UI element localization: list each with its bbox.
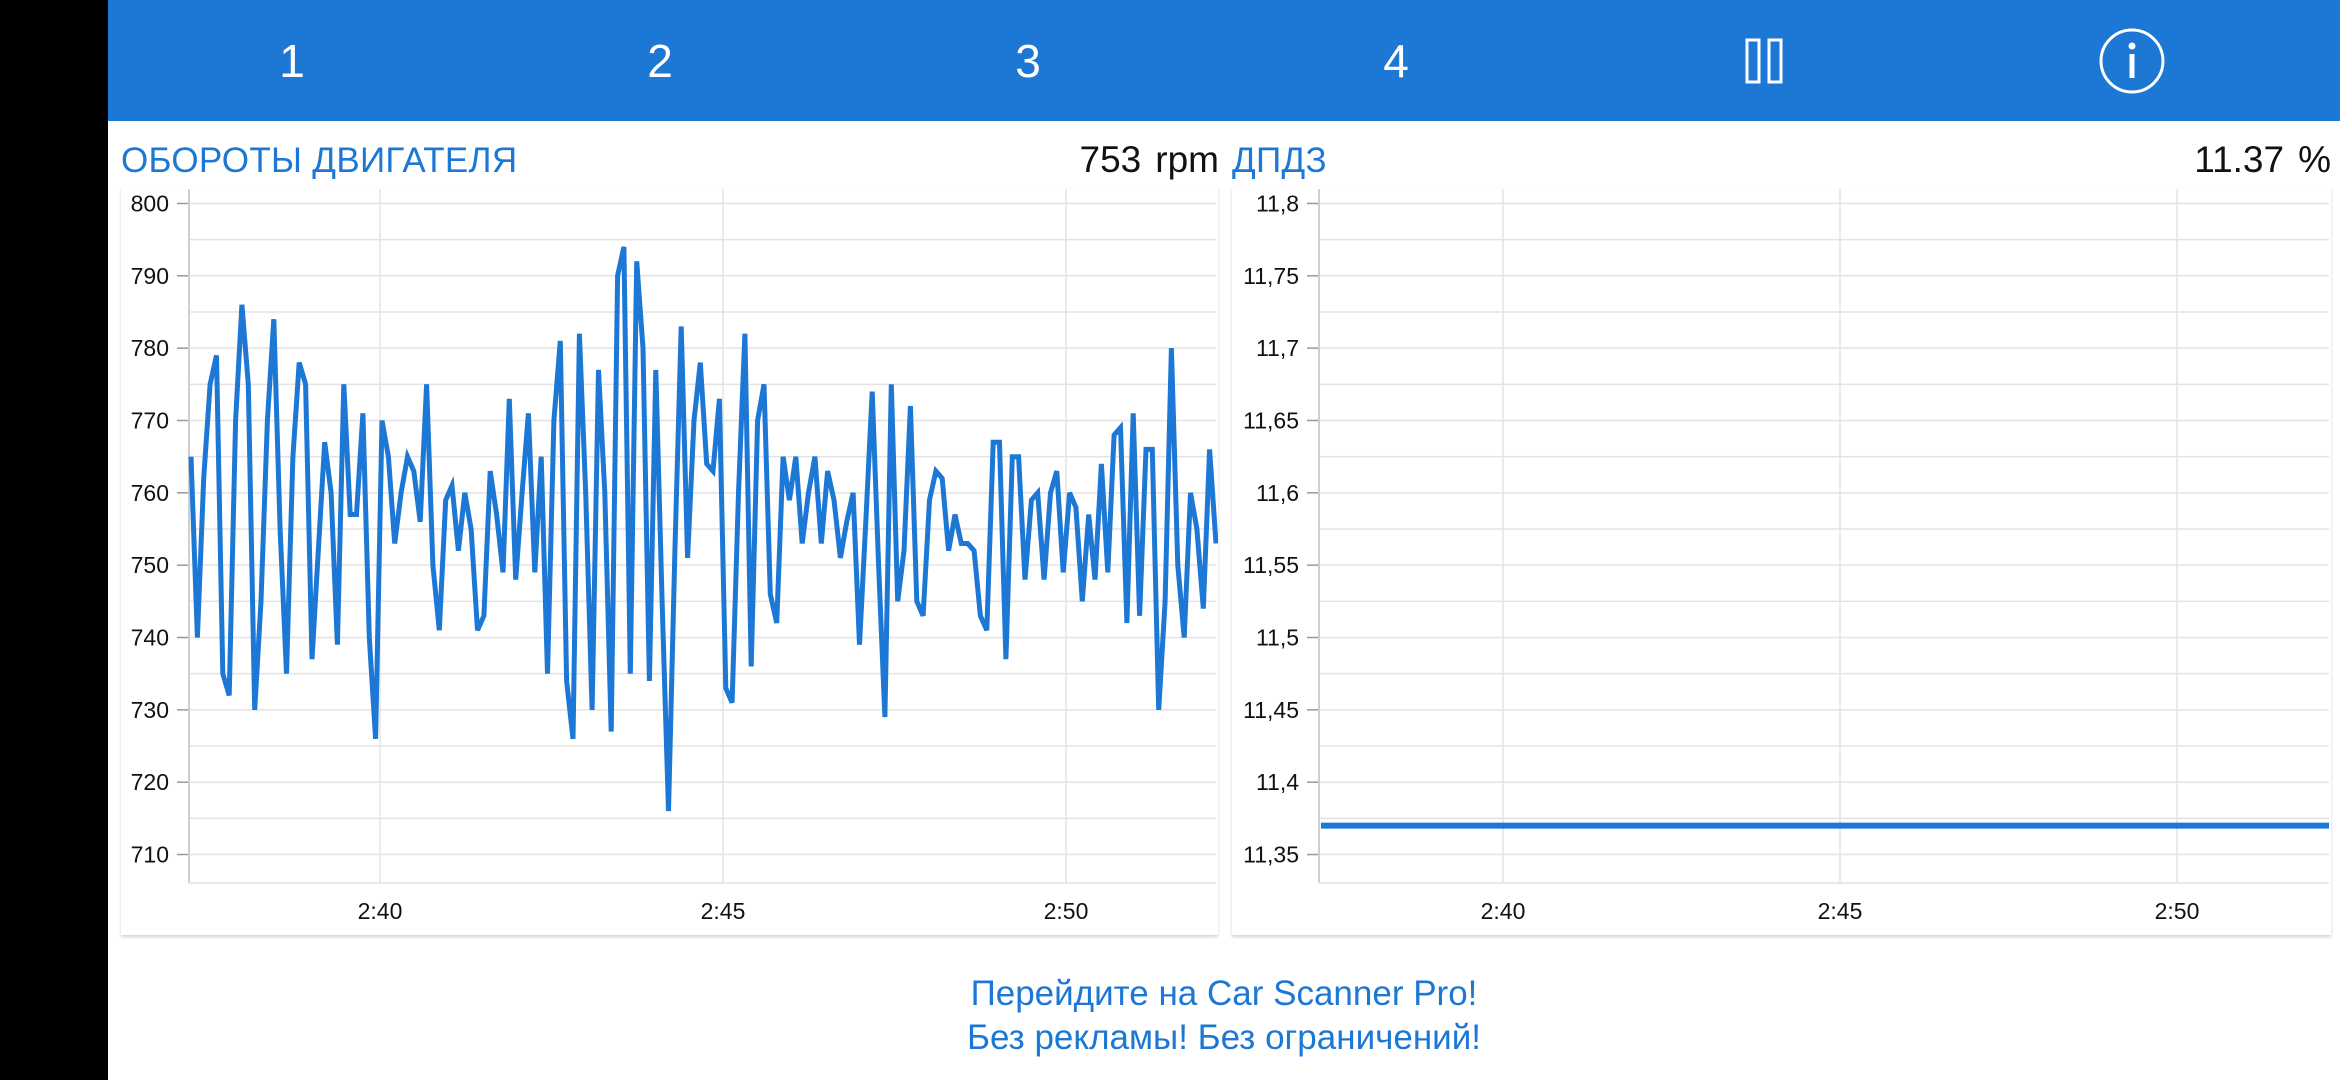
panel-title: ОБОРОТЫ ДВИГАТЕЛЯ xyxy=(121,141,518,180)
y-tick-label: 770 xyxy=(131,407,169,433)
y-tick-label: 11,5 xyxy=(1256,625,1299,651)
y-tick-label: 11,45 xyxy=(1243,697,1299,723)
y-tick-label: 710 xyxy=(131,842,169,868)
info-icon xyxy=(2099,28,2165,93)
promo-line-2: Без рекламы! Без ограничений! xyxy=(967,1018,1481,1057)
top-toolbar: 1 2 3 4 xyxy=(108,0,2340,121)
x-tick-label: 2:40 xyxy=(1481,898,1526,924)
y-tick-label: 720 xyxy=(131,769,169,795)
y-tick-label: 780 xyxy=(131,335,169,361)
y-tick-label: 11,55 xyxy=(1243,552,1299,578)
x-tick-label: 2:40 xyxy=(358,898,403,924)
promo-banner[interactable]: Перейдите на Car Scanner Pro! Без реклам… xyxy=(108,972,2340,1060)
tps-panel: ДПДЗ 11.37% 11,8 11,75 11,7 11,65 11,6 11,55 1… xyxy=(1220,121,2331,941)
y-tick-label: 11,4 xyxy=(1256,769,1299,795)
value-number: 11.37 xyxy=(2194,139,2285,180)
tps-chart-svg: 11,8 11,75 11,7 11,65 11,6 11,55 11,5 11,45 11,4… xyxy=(1243,189,2329,924)
pause-icon xyxy=(1745,38,1783,83)
tab-4[interactable]: 4 xyxy=(1383,34,1409,87)
rpm-chart-svg: 800 790 780 770 760 750 740 730 720 710 2:40 2:45 2:… xyxy=(131,189,1218,924)
y-tick-label: 11,65 xyxy=(1243,407,1299,433)
y-tick-label: 740 xyxy=(131,625,169,651)
value-unit: % xyxy=(2298,139,2331,180)
rpm-panel: ОБОРОТЫ ДВИГАТЕЛЯ 753 rpm 800 790 780 770 760… xyxy=(109,121,1219,941)
tps-chart[interactable]: 11,8 11,75 11,7 11,65 11,6 11,55 11,5 11,45 11,4… xyxy=(1232,187,2331,935)
value-number: 753 xyxy=(1079,139,1142,180)
panel-value: 11.37% xyxy=(2194,139,2331,181)
y-tick-label: 11,75 xyxy=(1243,263,1299,289)
tab-3[interactable]: 3 xyxy=(1015,34,1041,87)
panel-value: 753 rpm xyxy=(1080,139,1219,181)
y-tick-label: 11,6 xyxy=(1256,480,1299,506)
x-tick-label: 2:50 xyxy=(1044,898,1089,924)
pause-button[interactable] xyxy=(1580,0,1948,121)
rpm-chart[interactable]: 800 790 780 770 760 750 740 730 720 710 2:40 2:45 2:… xyxy=(121,187,1218,935)
info-button[interactable] xyxy=(1948,0,2316,121)
x-tick-label: 2:45 xyxy=(1818,898,1863,924)
panel-title: ДПДЗ xyxy=(1232,141,1327,180)
y-tick-label: 750 xyxy=(131,552,169,578)
x-tick-label: 2:50 xyxy=(2155,898,2200,924)
y-tick-label: 11,35 xyxy=(1243,842,1299,868)
promo-line-1: Перейдите на Car Scanner Pro! xyxy=(970,974,1478,1013)
left-black-bar xyxy=(0,0,108,1080)
value-unit: rpm xyxy=(1155,139,1219,180)
x-tick-label: 2:45 xyxy=(701,898,746,924)
y-tick-label: 760 xyxy=(131,480,169,506)
y-tick-label: 800 xyxy=(131,190,169,216)
y-tick-label: 730 xyxy=(131,697,169,723)
series-line xyxy=(188,246,1218,812)
y-tick-label: 11,7 xyxy=(1256,335,1299,361)
tab-2[interactable]: 2 xyxy=(647,34,673,87)
y-tick-label: 790 xyxy=(131,263,169,289)
y-tick-label: 11,8 xyxy=(1256,190,1299,216)
tab-1[interactable]: 1 xyxy=(279,34,305,87)
